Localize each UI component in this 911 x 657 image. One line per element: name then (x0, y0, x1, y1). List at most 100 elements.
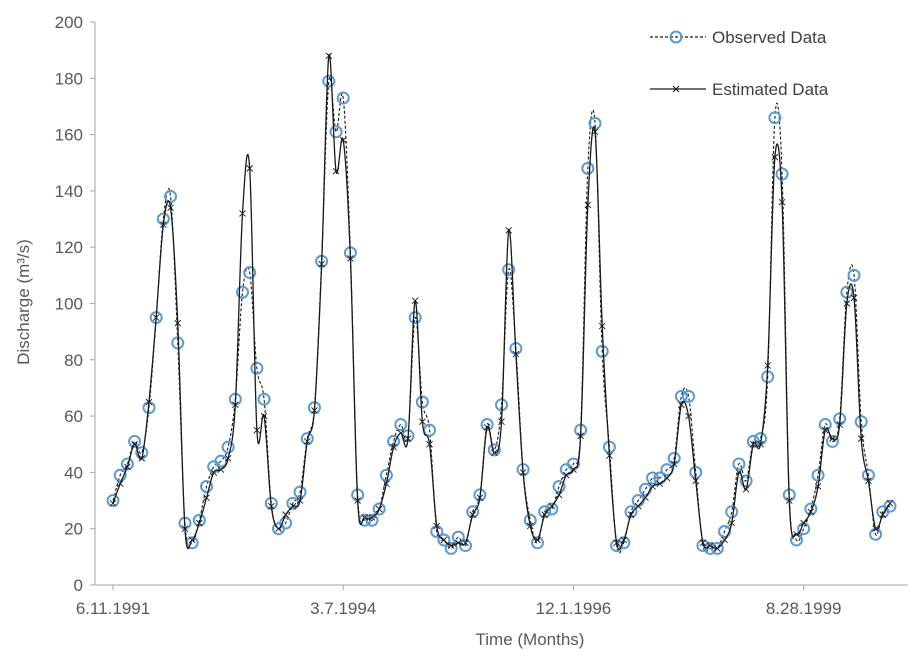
estimated-point (757, 440, 764, 448)
estimated-point (534, 536, 541, 544)
estimated-point (591, 128, 599, 136)
legend-estimated-marker (672, 85, 680, 93)
estimated-point (692, 477, 700, 485)
observed-point (365, 513, 379, 527)
observed-series (106, 74, 897, 555)
observed-point (192, 513, 206, 527)
estimated-point (375, 505, 383, 513)
y-tick-label: 200 (55, 13, 83, 32)
legend-estimated-label: Estimated Data (712, 80, 829, 99)
observed-point (214, 454, 228, 468)
estimated-point (138, 455, 146, 462)
y-tick-label: 60 (64, 407, 83, 426)
observed-point (185, 536, 199, 550)
estimated-point (483, 424, 491, 431)
y-tick-label: 120 (55, 238, 83, 257)
observed-point (581, 161, 595, 175)
observed-point (638, 482, 652, 496)
estimated-point (627, 511, 635, 518)
observed-point (128, 434, 142, 448)
estimated-point (663, 474, 671, 482)
estimated-point (857, 435, 865, 442)
estimated-point (678, 401, 685, 409)
estimated-point (152, 314, 160, 321)
estimated-point (872, 525, 879, 533)
estimated-point (778, 198, 786, 206)
observed-point (394, 418, 408, 432)
observed-point (466, 505, 480, 519)
y-axis-title: Discharge (m³/s) (14, 239, 33, 365)
estimated-point (764, 362, 772, 369)
estimated-point (217, 466, 225, 473)
observed-point (408, 311, 422, 325)
estimated-point (325, 52, 333, 60)
y-tick-label: 20 (64, 520, 83, 539)
observed-point (336, 91, 350, 105)
legend: Observed Data Estimated Data (650, 28, 829, 99)
estimated-point (821, 426, 829, 434)
observed-point (243, 266, 257, 280)
estimated-point (613, 539, 620, 547)
estimated-point (116, 480, 124, 487)
estimated-point (411, 297, 419, 305)
y-tick-label: 0 (74, 576, 83, 595)
observed-point (530, 536, 544, 550)
estimated-series (109, 52, 894, 552)
estimated-point (361, 514, 369, 521)
y-tick-labels: 0 20 40 60 80 100 120 140 160 180 200 (55, 13, 95, 595)
estimated-point (455, 539, 462, 547)
estimated-point (282, 511, 289, 518)
estimated-point (577, 432, 584, 440)
observed-point (236, 285, 249, 299)
estimated-point (706, 542, 714, 549)
estimated-point (800, 519, 807, 527)
observed-point (322, 74, 336, 88)
observed-point (113, 468, 127, 482)
observed-point (725, 505, 739, 519)
estimated-point (699, 539, 707, 547)
observed-point (120, 457, 134, 471)
estimated-point (210, 469, 218, 476)
observed-point (710, 541, 724, 555)
estimated-point (606, 452, 613, 459)
estimated-point (469, 511, 477, 518)
estimated-point (246, 165, 254, 172)
estimated-point (462, 539, 469, 547)
estimated-point (426, 440, 433, 448)
estimated-point (145, 398, 153, 406)
estimated-point (829, 435, 836, 442)
observed-point (854, 415, 868, 429)
estimated-point (490, 449, 498, 457)
observed-point (617, 536, 631, 550)
estimated-point (440, 536, 448, 544)
estimated-point (598, 322, 606, 330)
estimated-point (303, 438, 311, 445)
estimated-point (505, 226, 513, 234)
observed-point (487, 443, 501, 457)
observed-point (674, 389, 688, 403)
observed-point (257, 392, 271, 406)
estimated-point (188, 536, 196, 544)
observed-point (732, 457, 746, 471)
estimated-point (836, 421, 843, 428)
estimated-point (203, 494, 210, 502)
estimated-point (814, 483, 822, 490)
estimated-point (656, 480, 664, 487)
estimated-point (296, 497, 304, 504)
estimated-point (311, 407, 318, 414)
estimated-point (634, 502, 642, 510)
estimated-point (541, 511, 548, 518)
observed-point (372, 502, 386, 516)
observed-point (775, 167, 789, 181)
estimated-point (196, 519, 203, 527)
estimated-point (224, 455, 232, 462)
estimated-point (354, 497, 361, 504)
observed-point (739, 474, 753, 488)
estimated-point (548, 502, 556, 510)
estimated-point (562, 471, 570, 479)
estimated-point (109, 500, 117, 507)
estimated-point (181, 525, 189, 533)
estimated-point (843, 300, 851, 307)
observed-point (840, 285, 854, 299)
